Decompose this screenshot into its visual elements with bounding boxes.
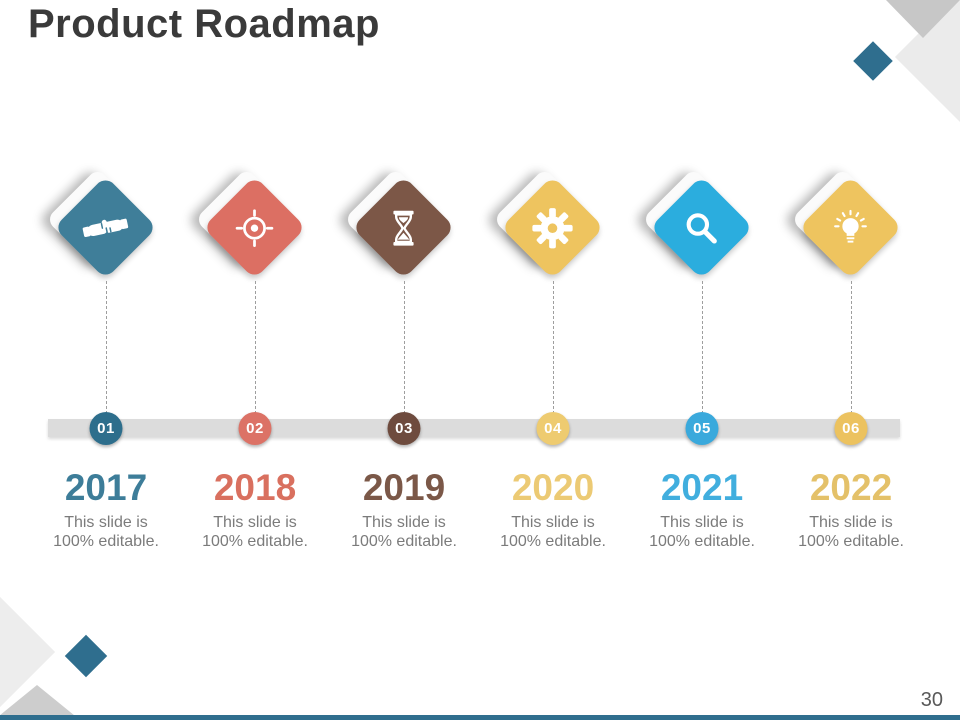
page-title: Product Roadmap xyxy=(28,2,380,46)
milestone-caption: This slide is 100% editable. xyxy=(649,514,755,550)
badge-number: 02 xyxy=(246,420,264,437)
milestone-diamond-wrap xyxy=(790,167,903,280)
milestone-caption: This slide is 100% editable. xyxy=(53,514,159,550)
target-icon xyxy=(235,208,274,247)
badge-number: 05 xyxy=(693,420,711,437)
milestone-badge: 05 xyxy=(685,412,719,445)
milestone-caption: This slide is 100% editable. xyxy=(798,514,904,550)
gear-icon xyxy=(532,207,573,248)
milestone-2018: 02 2018 This slide is 100% editable. xyxy=(180,0,330,720)
handshake-icon xyxy=(82,217,129,237)
milestone-2017: 01 2017 This slide is 100% editable. xyxy=(31,0,181,720)
dashed-connector-line xyxy=(702,281,703,419)
badge-number: 04 xyxy=(544,420,562,437)
milestone-2022: 06 2022 This slide is 100% editable. xyxy=(776,0,926,720)
milestone-badge: 06 xyxy=(834,412,868,445)
badge-number: 03 xyxy=(395,420,413,437)
year-label: 2018 xyxy=(213,467,297,508)
bottom-accent-bar xyxy=(0,715,960,720)
milestone-diamond-wrap xyxy=(492,167,605,280)
milestone-2021: 05 2021 This slide is 100% editable. xyxy=(627,0,777,720)
year-label: 2019 xyxy=(362,467,446,508)
milestone-2020: 04 2020 This slide is 100% editable. xyxy=(478,0,628,720)
dashed-connector-line xyxy=(404,281,405,419)
lightbulb-icon xyxy=(834,209,867,242)
year-label: 2022 xyxy=(809,467,893,508)
year-label: 2020 xyxy=(511,467,595,508)
milestone-diamond xyxy=(500,175,605,280)
dashed-connector-line xyxy=(255,281,256,419)
milestone-diamond-wrap xyxy=(641,167,754,280)
milestone-badge: 04 xyxy=(536,412,570,445)
milestone-diamond xyxy=(202,175,307,280)
milestone-diamond xyxy=(53,175,158,280)
milestone-diamond-wrap xyxy=(194,167,307,280)
milestone-badge: 02 xyxy=(238,412,272,445)
milestone-diamond xyxy=(798,175,903,280)
badge-number: 01 xyxy=(97,420,115,437)
year-label: 2017 xyxy=(64,467,148,508)
milestone-caption: This slide is 100% editable. xyxy=(351,514,457,550)
year-label: 2021 xyxy=(660,467,744,508)
search-icon xyxy=(686,212,717,243)
milestone-badge: 01 xyxy=(89,412,123,445)
dashed-connector-line xyxy=(106,281,107,419)
badge-number: 06 xyxy=(842,420,860,437)
milestone-caption: This slide is 100% editable. xyxy=(202,514,308,550)
milestone-diamond-wrap xyxy=(45,167,158,280)
milestone-2019: 03 2019 This slide is 100% editable. xyxy=(329,0,479,720)
dashed-connector-line xyxy=(553,281,554,419)
milestone-diamond-wrap xyxy=(343,167,456,280)
hourglass-icon xyxy=(393,210,414,245)
milestone-badge: 03 xyxy=(387,412,421,445)
milestone-diamond xyxy=(649,175,754,280)
dashed-connector-line xyxy=(851,281,852,419)
page-number: 30 xyxy=(920,689,943,711)
milestone-diamond xyxy=(351,175,456,280)
milestone-caption: This slide is 100% editable. xyxy=(500,514,606,550)
